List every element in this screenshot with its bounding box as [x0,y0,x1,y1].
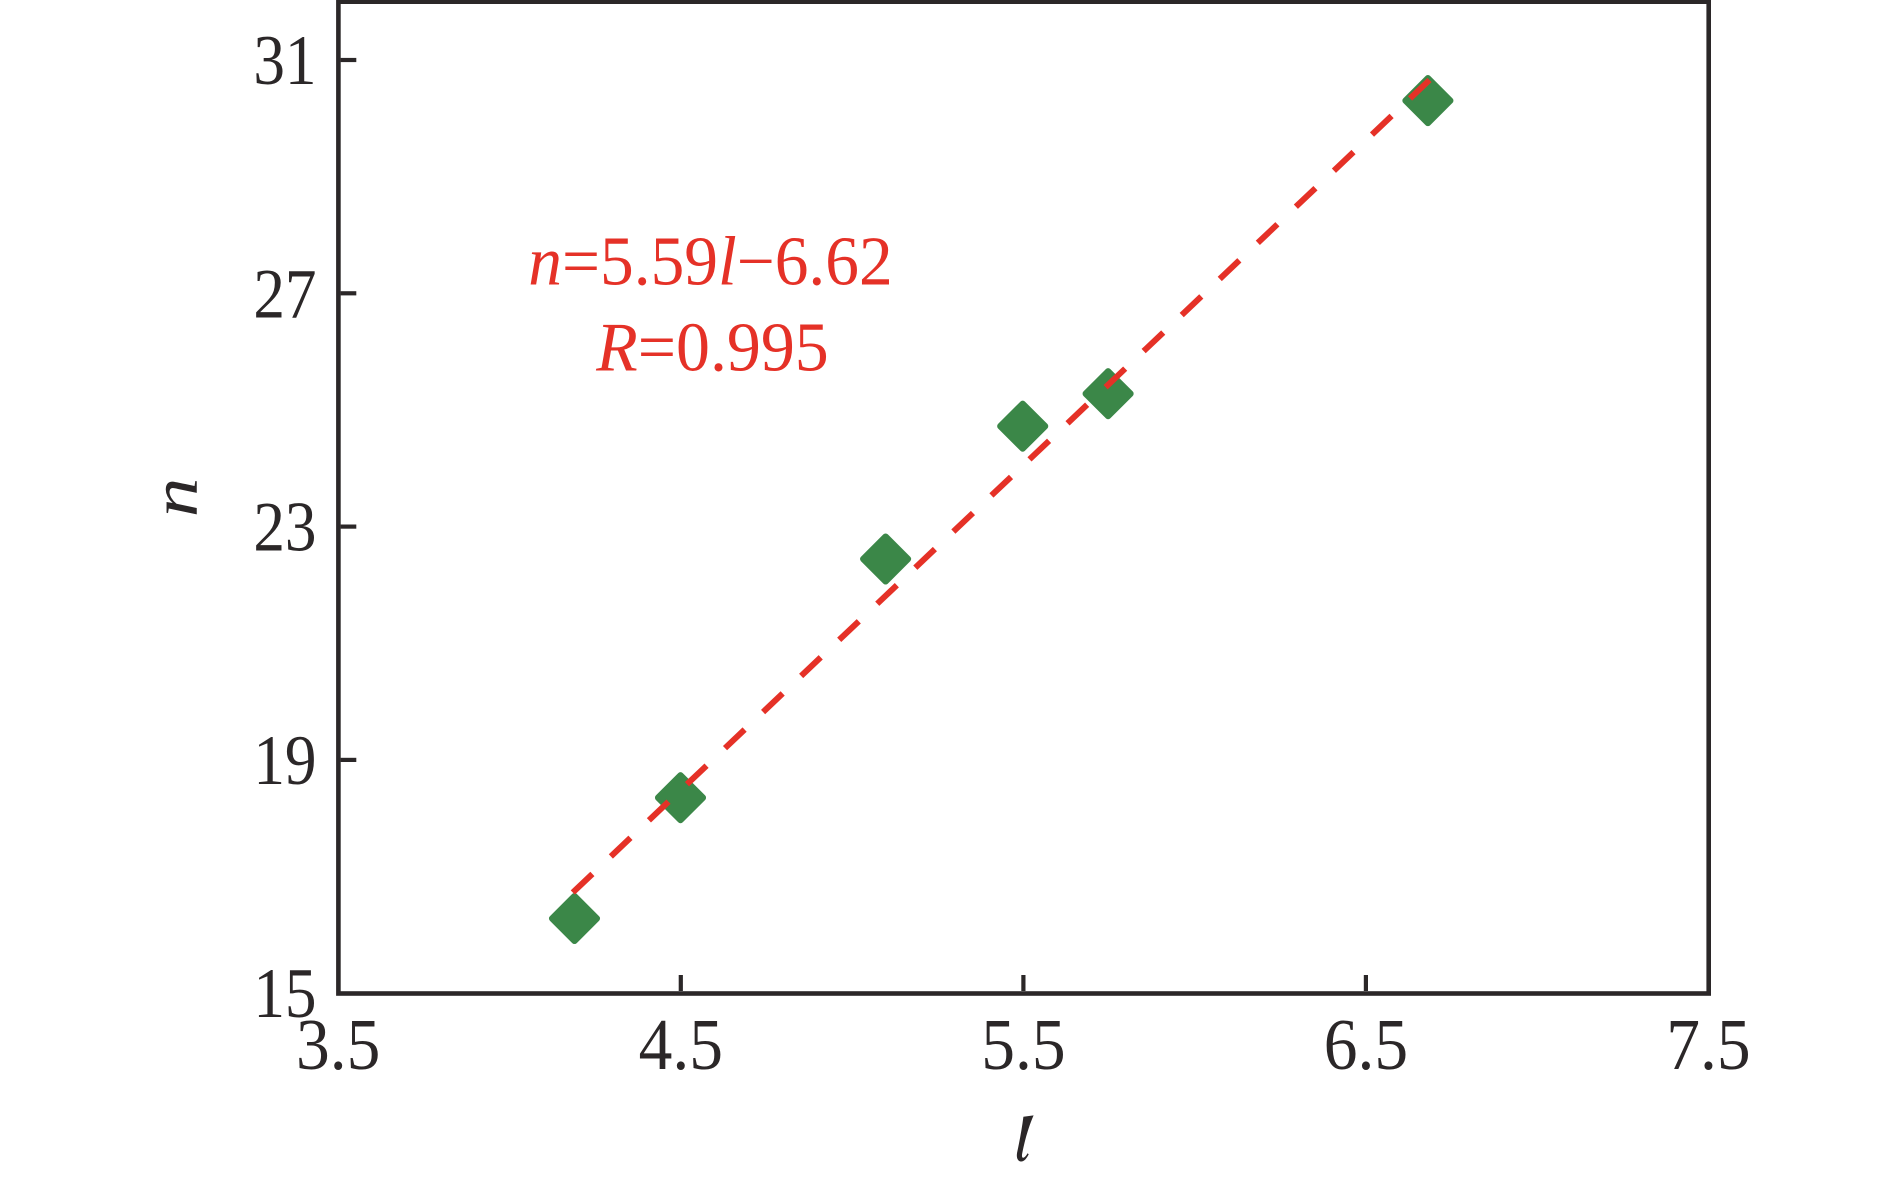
svg-text:n=5.59l−6.62: n=5.59l−6.62 [528,223,892,300]
svg-text:19: 19 [253,721,316,800]
svg-text:3.5: 3.5 [296,1004,380,1085]
svg-text:23: 23 [253,487,316,566]
svg-text:7.5: 7.5 [1666,1004,1750,1085]
svg-text:5.5: 5.5 [981,1004,1065,1085]
svg-text:4.5: 4.5 [639,1004,723,1085]
svg-text:R=0.995: R=0.995 [595,309,828,386]
svg-text:27: 27 [253,254,316,333]
svg-text:6.5: 6.5 [1324,1004,1408,1085]
svg-text:15: 15 [253,954,316,1033]
svg-text:31: 31 [253,21,316,100]
svg-text:n: n [138,478,211,518]
